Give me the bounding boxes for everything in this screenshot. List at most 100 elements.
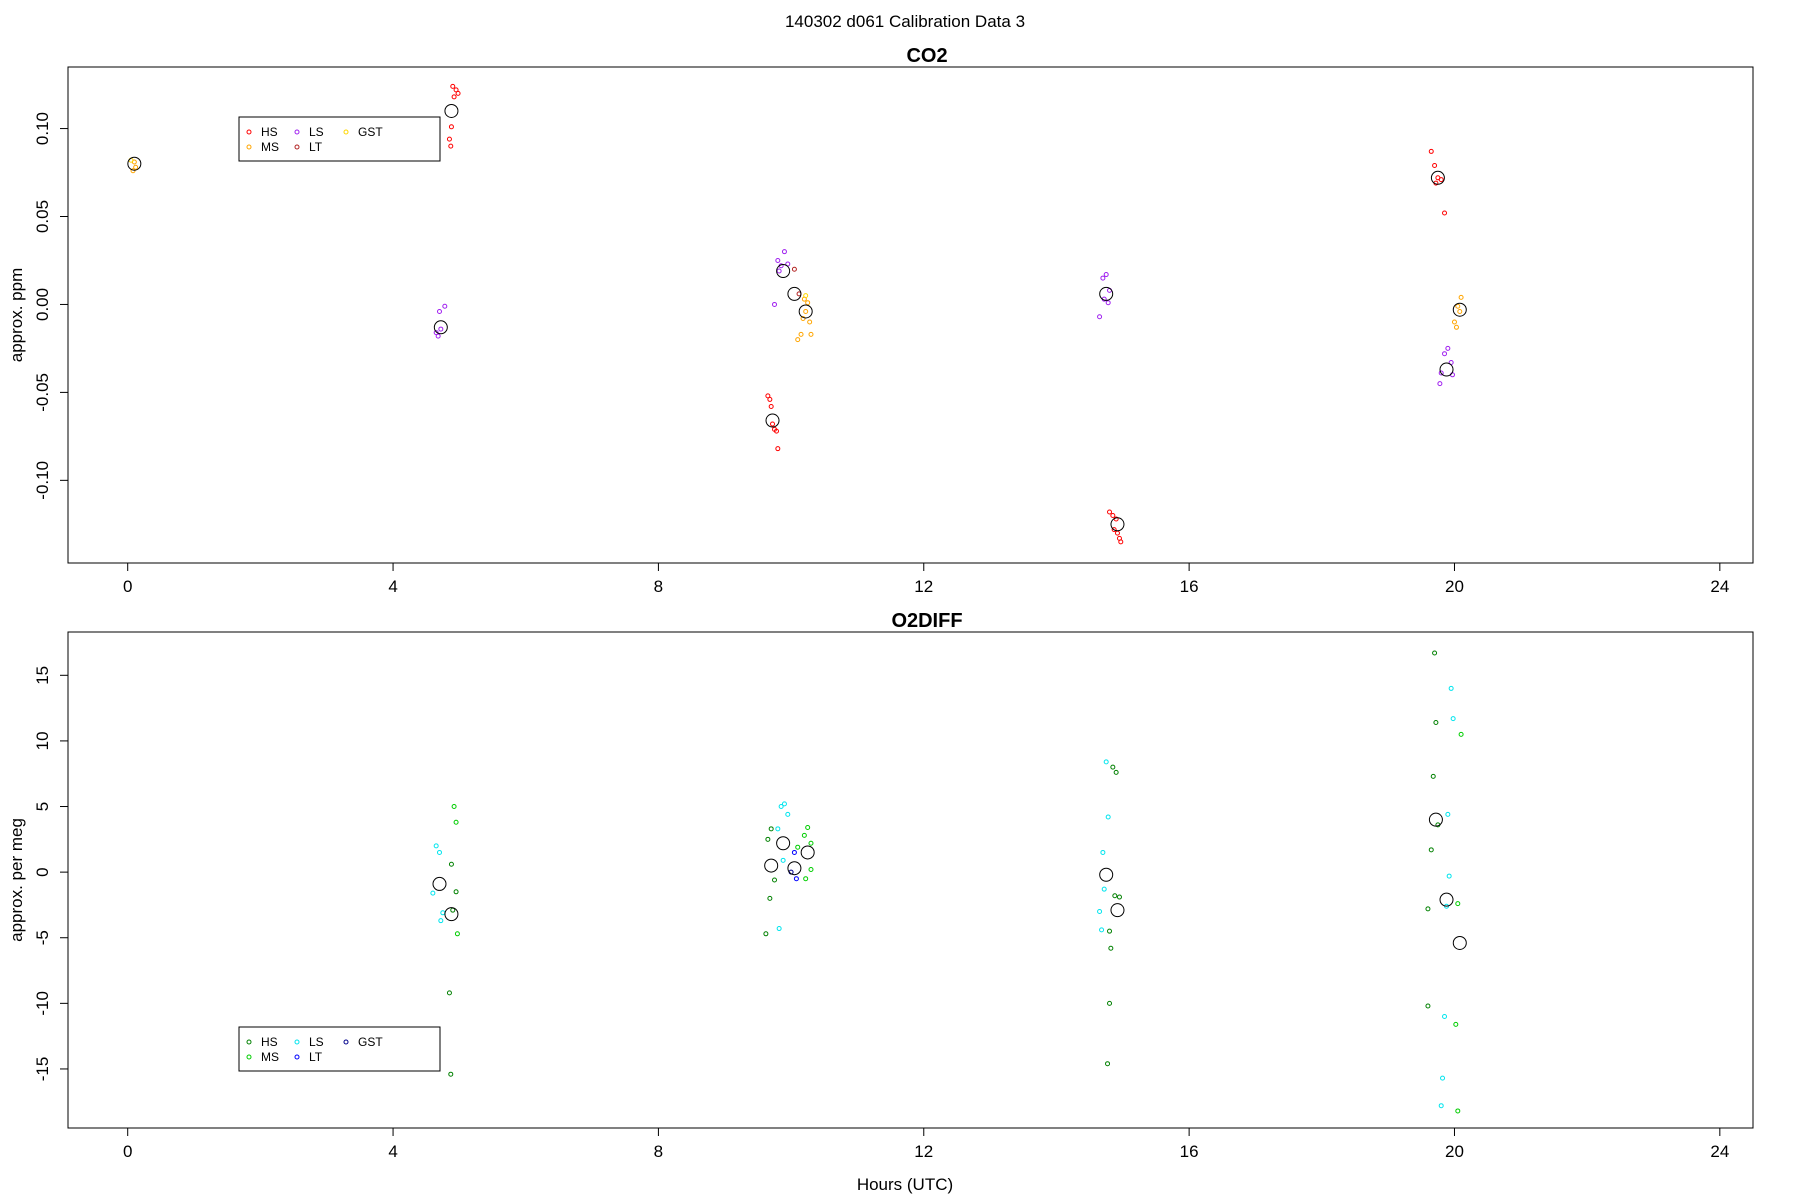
o2diff-point-ls <box>1105 814 1111 820</box>
co2-point-ms <box>805 300 811 306</box>
co2-point-ls <box>1097 314 1103 320</box>
o2diff-point-hs <box>1107 1000 1113 1006</box>
o2diff-point-ms <box>808 840 814 846</box>
co2-point-lt <box>791 266 797 272</box>
co2-point-hs <box>1428 148 1434 154</box>
o2diff-point-ms <box>1455 901 1461 907</box>
o2diff-y-tick-label: 15 <box>33 666 52 685</box>
co2-point-ms <box>1458 294 1464 300</box>
co2-point-hs <box>767 396 773 402</box>
o2diff-point-hs <box>1433 720 1439 726</box>
o2diff-mean-point <box>1428 812 1443 827</box>
o2diff-point-ls <box>1099 927 1105 933</box>
o2diff-mean-point <box>776 836 791 851</box>
o2diff-point-lt <box>793 876 799 882</box>
co2-y-tick-label: 0.00 <box>33 288 52 321</box>
co2-legend-label-lt: LT <box>309 140 323 154</box>
o2diff-point-ls <box>781 801 787 807</box>
co2-point-hs <box>450 83 456 89</box>
o2diff-point-ls <box>1097 908 1103 914</box>
o2diff-point-hs <box>763 931 769 937</box>
o2diff-y-tick-label: -10 <box>33 991 52 1016</box>
o2diff-point-ms <box>808 867 814 873</box>
o2diff-point-ls <box>1438 1103 1444 1109</box>
o2diff-y-axis: -15 -10 -5 0 5 10 15 <box>33 666 69 1081</box>
co2-point-hs <box>446 136 452 142</box>
co2-legend-marker-ms <box>246 144 252 150</box>
co2-y-tick-label: -0.05 <box>33 373 52 412</box>
co2-point-hs <box>453 87 459 93</box>
o2diff-point-ms <box>1458 731 1464 737</box>
o2diff-point-ls <box>785 811 791 817</box>
o2diff-point-ls <box>1101 886 1107 892</box>
o2diff-point-ms <box>801 832 807 838</box>
co2-y-tick-label: 0.10 <box>33 112 52 145</box>
co2-point-ms <box>1457 308 1463 314</box>
co2-x-tick-label: 20 <box>1445 577 1464 596</box>
co2-mean-point <box>776 264 791 279</box>
o2diff-point-ls <box>430 890 436 896</box>
co2-point-hs <box>1107 509 1113 515</box>
o2diff-x-tick-label: 4 <box>388 1142 397 1161</box>
co2-legend-label-ms: MS <box>261 140 279 154</box>
o2diff-point-ms <box>451 804 457 810</box>
co2-point-ls <box>436 308 442 314</box>
o2diff-mean-point <box>432 876 447 891</box>
co2-x-tick-label: 24 <box>1710 577 1729 596</box>
o2diff-point-hs <box>448 861 454 867</box>
co2-legend-marker-lt <box>294 144 300 150</box>
o2diff-x-axis: 0 4 8 12 16 20 24 <box>123 1127 1729 1161</box>
co2-y-axis-label: approx. ppm <box>7 268 26 363</box>
o2diff-x-tick-label: 20 <box>1445 1142 1464 1161</box>
o2diff-point-hs <box>450 907 456 913</box>
o2diff-y-axis-label: approx. per meg <box>7 818 26 942</box>
o2diff-point-hs <box>448 1071 454 1077</box>
o2diff-point-ms <box>795 844 801 850</box>
co2-point-ms <box>803 308 809 314</box>
o2diff-x-tick-label: 8 <box>654 1142 663 1161</box>
co2-mean-point <box>1430 170 1445 185</box>
o2diff-points <box>430 650 1467 1114</box>
o2diff-panel-title: O2DIFF <box>891 610 962 632</box>
co2-point-ls <box>442 303 448 309</box>
o2diff-legend-label-ms: MS <box>261 1050 279 1064</box>
co2-point-ms <box>1455 303 1461 309</box>
o2diff-point-hs <box>772 877 778 883</box>
o2diff-legend-label-ls: LS <box>309 1035 324 1049</box>
co2-point-ls <box>1105 300 1111 306</box>
co2-panel: CO2 approx. ppm 0 4 8 12 16 20 24 -0.10 -0.05 0.… <box>7 45 1754 596</box>
co2-point-ms <box>130 168 136 174</box>
co2-legend-marker-gst <box>343 129 349 135</box>
figure-title: 140302 d061 Calibration Data 3 <box>785 12 1025 31</box>
o2diff-x-tick-label: 12 <box>914 1142 933 1161</box>
o2diff-legend-label-gst: GST <box>358 1035 383 1049</box>
o2diff-point-ls <box>780 857 786 863</box>
co2-point-ls <box>438 326 444 332</box>
co2-point-ms <box>800 316 806 322</box>
o2diff-legend-label-lt: LT <box>309 1050 323 1064</box>
o2diff-y-tick-label: 0 <box>33 867 52 876</box>
co2-point-hs <box>455 90 461 96</box>
o2diff-x-tick-label: 0 <box>123 1142 132 1161</box>
co2-mean-point <box>1439 362 1454 377</box>
o2diff-panel: O2DIFF approx. per meg Hours (UTC) 0 4 8 12… <box>7 610 1754 1194</box>
co2-point-ls <box>1445 345 1451 351</box>
o2diff-mean-point <box>1099 867 1114 882</box>
co2-point-ls <box>772 301 778 307</box>
o2diff-point-hs <box>768 826 774 832</box>
co2-legend-label-ls: LS <box>309 125 324 139</box>
co2-point-hs <box>1118 539 1124 545</box>
o2diff-point-hs <box>453 889 459 895</box>
co2-point-ls <box>1100 275 1106 281</box>
co2-point-hs <box>451 94 457 100</box>
co2-mean-point <box>444 103 459 118</box>
o2diff-mean-point <box>1110 903 1125 918</box>
o2diff-point-ls <box>1450 716 1456 722</box>
co2-point-hs <box>1438 177 1444 183</box>
co2-x-axis: 0 4 8 12 16 20 24 <box>123 562 1729 596</box>
o2diff-point-ls <box>1440 1075 1446 1081</box>
co2-legend-marker-ls <box>294 129 300 135</box>
co2-point-ls <box>1438 370 1444 376</box>
o2diff-x-axis-label: Hours (UTC) <box>857 1175 953 1194</box>
